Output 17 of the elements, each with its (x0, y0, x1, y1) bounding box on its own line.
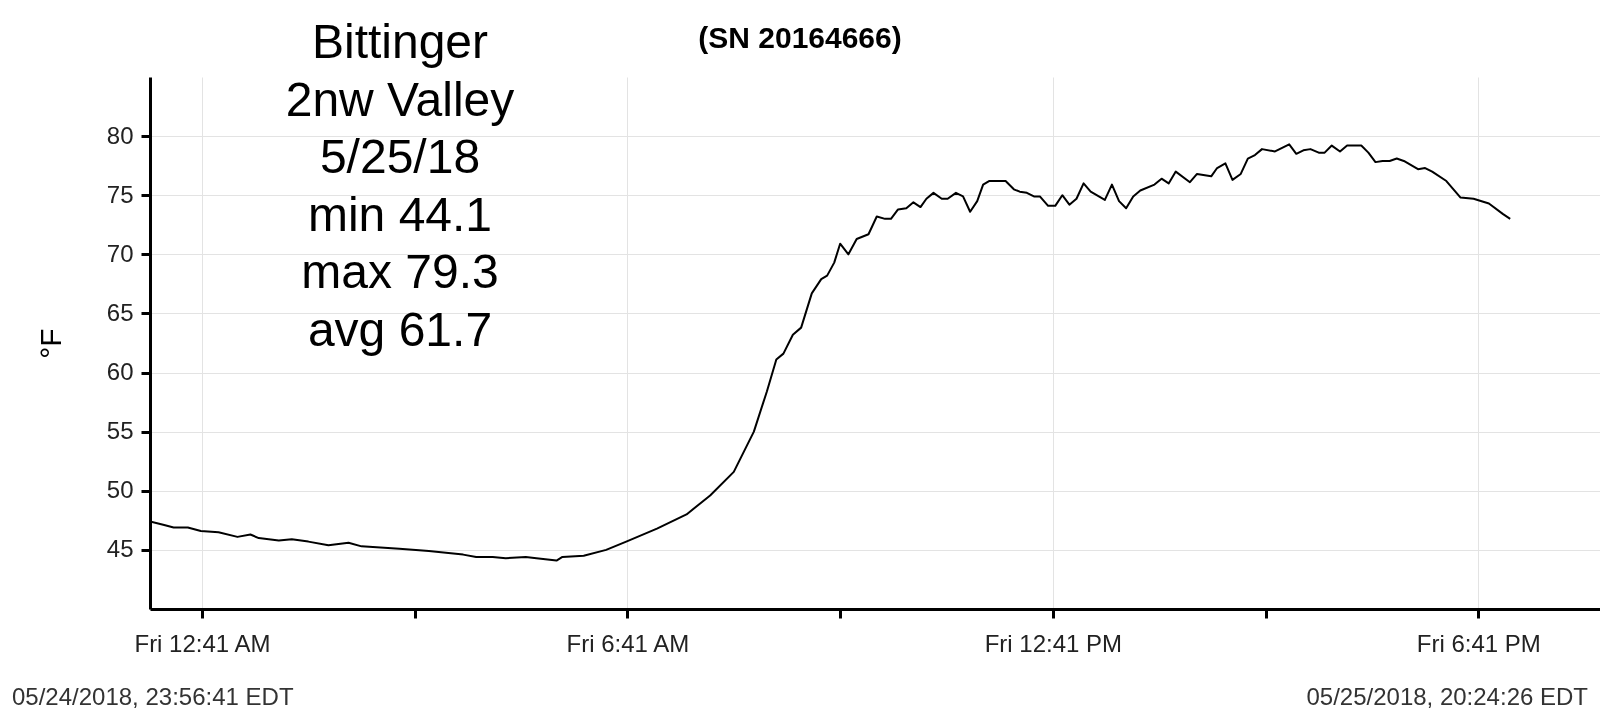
chart-title: (SN 20164666) (698, 21, 902, 54)
x-tick-label: Fri 12:41 AM (134, 629, 271, 657)
y-axis-title: °F (33, 328, 67, 359)
y-tick-label: 80 (106, 121, 134, 149)
y-tick-label: 45 (106, 535, 134, 563)
y-tick-label: 65 (106, 298, 134, 326)
text: 05/25/2018, 20:24:26 EDT (1306, 683, 1589, 710)
y-tick-label: 70 (106, 239, 134, 267)
x-tick-label: Fri 6:41 AM (566, 629, 690, 657)
y-tick-label: 55 (106, 417, 134, 445)
y-tick-label: 60 (106, 358, 134, 386)
text: 05/24/2018, 23:56:41 EDT (12, 683, 294, 710)
y-tick-label: 50 (106, 476, 134, 504)
x-tick-label: Fri 12:41 PM (984, 629, 1123, 657)
y-tick-label: 75 (106, 180, 134, 208)
x-tick-label: Fri 6:41 PM (1416, 629, 1541, 657)
annotation: Bittinger 2nw Valley 5/25/18 min 44.1 max 79.3 avg 61.7 (285, 15, 515, 356)
